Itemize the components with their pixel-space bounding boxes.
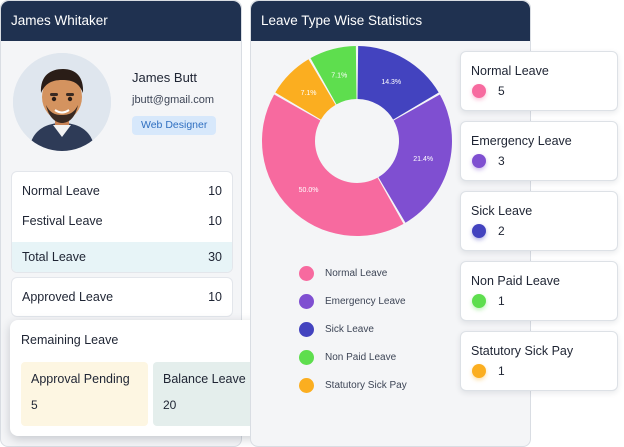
stat-card-value: 1 — [498, 294, 505, 308]
legend-item[interactable]: Statutory Sick Pay — [299, 372, 407, 400]
approval-pending-card[interactable]: Approval Pending 5 — [21, 362, 148, 426]
legend-label: Non Paid Leave — [325, 352, 397, 364]
approved-leave-row[interactable]: Approved Leave 10 — [11, 277, 233, 317]
employee-panel: James Whitaker James Butt jbutt@gmail.co… — [0, 0, 242, 447]
employee-panel-header: James Whitaker — [1, 1, 241, 41]
legend-item[interactable]: Emergency Leave — [299, 287, 407, 315]
donut-slice-non-paid-leave[interactable] — [310, 46, 357, 105]
remaining-leave-header: Remaining Leave 10 — [21, 333, 280, 347]
user-name: James Butt — [132, 70, 198, 85]
legend-dot-icon — [299, 293, 314, 309]
leave-summary-list: Normal Leave 10 Festival Leave 10 Total … — [11, 171, 233, 273]
stat-card-value-row: 2 — [471, 224, 607, 238]
approval-pending-label: Approval Pending — [31, 372, 130, 386]
donut-slice-sick-leave[interactable] — [357, 46, 439, 120]
donut-slice-label: 7.1% — [331, 72, 347, 79]
stat-card-value: 5 — [498, 84, 505, 98]
leave-row-label: Total Leave — [22, 250, 86, 264]
leave-row-festival[interactable]: Festival Leave 10 — [12, 206, 232, 236]
stat-color-dot-icon — [472, 224, 486, 238]
legend-item[interactable]: Normal Leave — [299, 259, 407, 287]
legend-item[interactable]: Non Paid Leave — [299, 344, 407, 372]
donut-slice-label: 50.0% — [299, 187, 319, 194]
stat-card-value-row: 3 — [471, 154, 607, 168]
leave-row-label: Normal Leave — [22, 184, 100, 198]
donut-chart-area: 14.3% 21.4% 50.0% 7.1% 7.1% — [251, 41, 530, 251]
stat-color-dot-icon — [472, 364, 486, 378]
user-email: jbutt@gmail.com — [132, 94, 215, 106]
stat-card-value: 1 — [498, 364, 505, 378]
legend-dot-icon — [299, 321, 314, 337]
stat-color-dot-icon — [472, 294, 486, 308]
stat-card-label: Sick Leave — [471, 204, 533, 218]
stat-card-label: Normal Leave — [471, 64, 549, 78]
leave-row-value: 10 — [208, 184, 222, 198]
stat-card[interactable]: Statutory Sick Pay 1 — [460, 331, 618, 391]
donut-slice-label: 7.1% — [301, 90, 317, 97]
leave-row-value: 30 — [208, 250, 222, 264]
legend-dot-icon — [299, 378, 314, 394]
legend-label: Sick Leave — [325, 323, 374, 335]
legend-item[interactable]: Sick Leave — [299, 315, 407, 343]
stat-card[interactable]: Sick Leave 2 — [460, 191, 618, 251]
legend-dot-icon — [299, 350, 314, 366]
leave-row-total[interactable]: Total Leave 30 — [12, 242, 232, 272]
stat-card-label: Emergency Leave — [471, 134, 572, 148]
profile-section: James Butt jbutt@gmail.com Web Designer — [1, 41, 241, 161]
legend-label: Emergency Leave — [325, 295, 406, 307]
leave-row-label: Festival Leave — [22, 214, 103, 228]
stat-color-dot-icon — [472, 154, 486, 168]
donut-chart: 14.3% 21.4% 50.0% 7.1% 7.1% — [262, 46, 452, 236]
legend-label: Normal Leave — [325, 267, 388, 279]
stat-card-value-row: 1 — [471, 364, 607, 378]
statistics-panel-header: Leave Type Wise Statistics — [251, 1, 530, 41]
stat-color-dot-icon — [472, 84, 486, 98]
leave-row-normal[interactable]: Normal Leave 10 — [12, 176, 232, 206]
stat-card-value: 2 — [498, 224, 505, 238]
stat-card-value-row: 1 — [471, 294, 607, 308]
donut-slice-emergency-leave[interactable] — [378, 94, 452, 223]
remaining-leave-card[interactable]: Remaining Leave 10 Approval Pending 5 Ba… — [10, 320, 290, 436]
leave-row-value: 10 — [208, 214, 222, 228]
stat-card-label: Non Paid Leave — [471, 274, 560, 288]
chart-legend: Normal Leave Emergency Leave Sick Leave Non… — [299, 259, 407, 400]
approved-leave-value: 10 — [208, 290, 222, 304]
approved-leave-label: Approved Leave — [22, 290, 114, 304]
donut-slice-normal-leave[interactable] — [262, 94, 404, 236]
donut-slice-label: 14.3% — [381, 79, 401, 86]
stat-card-value-row: 5 — [471, 84, 607, 98]
donut-slice-label: 21.4% — [413, 156, 433, 163]
stat-card[interactable]: Non Paid Leave 1 — [460, 261, 618, 321]
avatar-illustration-icon — [13, 53, 111, 151]
remaining-leave-label: Remaining Leave — [21, 333, 119, 347]
stat-card-value: 3 — [498, 154, 505, 168]
stat-card[interactable]: Normal Leave 5 — [460, 51, 618, 111]
stat-card-label: Statutory Sick Pay — [471, 344, 574, 358]
avatar[interactable] — [13, 53, 111, 151]
stat-card[interactable]: Emergency Leave 3 — [460, 121, 618, 181]
balance-leave-value: 20 — [163, 398, 177, 412]
legend-dot-icon — [299, 265, 314, 281]
approval-pending-value: 5 — [31, 398, 38, 412]
donut-slice-statutory-sick-pay[interactable] — [275, 59, 336, 120]
balance-leave-label: Balance Leave — [163, 372, 246, 386]
legend-label: Statutory Sick Pay — [325, 380, 407, 392]
role-badge: Web Designer — [132, 116, 217, 135]
